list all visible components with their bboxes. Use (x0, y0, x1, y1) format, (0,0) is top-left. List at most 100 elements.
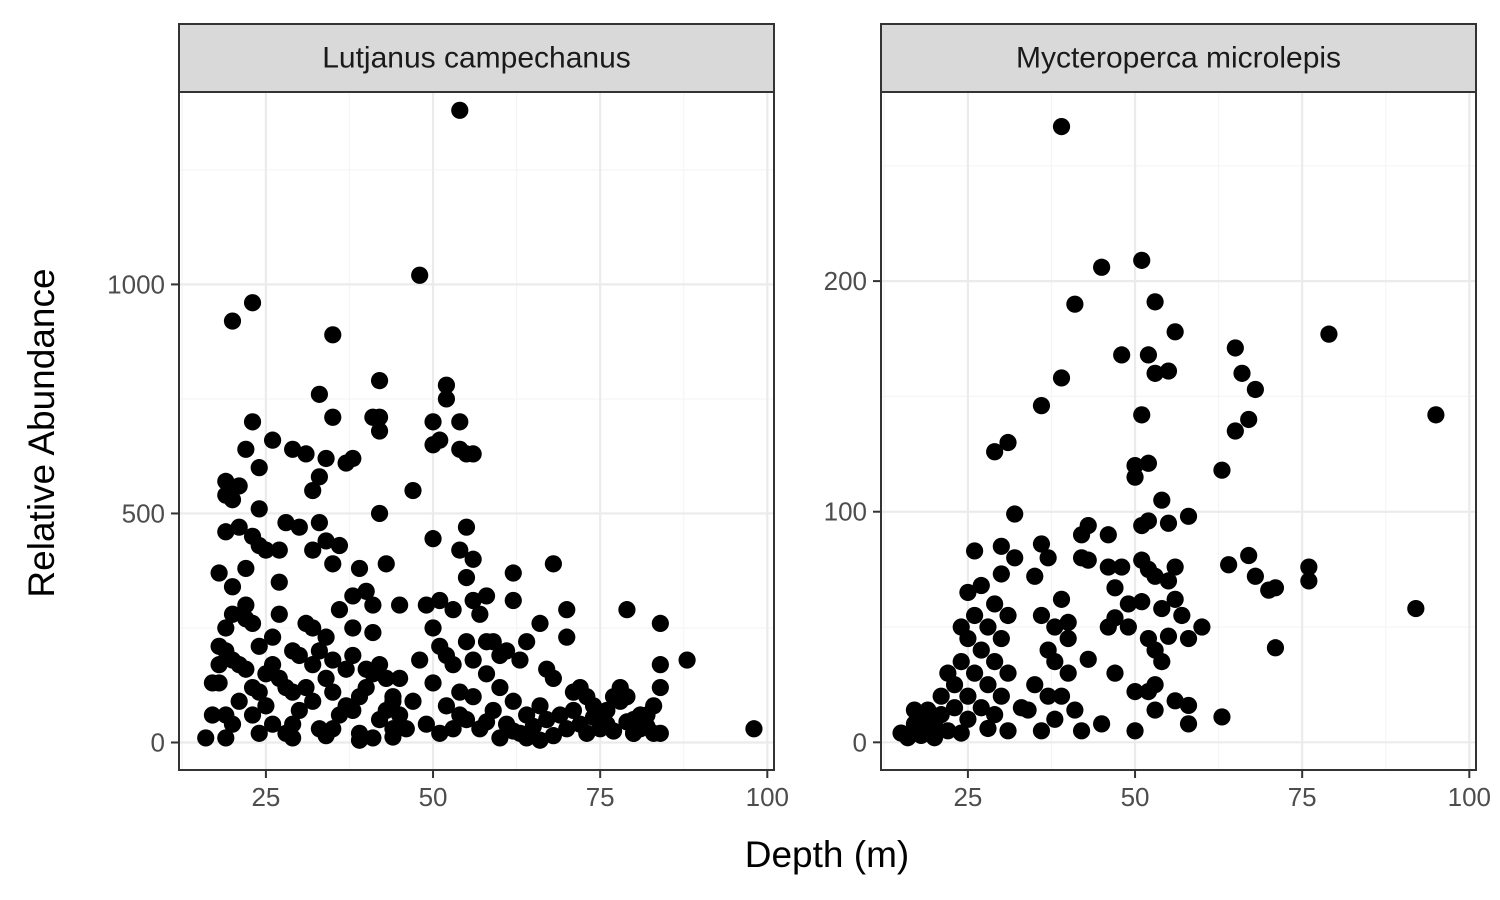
data-point (210, 656, 228, 674)
data-point (284, 683, 302, 701)
data-point (1220, 556, 1238, 574)
data-point (1213, 708, 1231, 726)
data-point (457, 568, 476, 587)
data-point (1179, 715, 1198, 733)
data-point (243, 294, 262, 312)
data-point (444, 601, 462, 619)
data-point (270, 605, 288, 623)
data-point (544, 669, 562, 687)
data-point (304, 481, 322, 500)
data-point (330, 601, 349, 619)
data-point (1059, 613, 1077, 632)
data-point (223, 312, 242, 330)
y-tick-label: 200 (824, 266, 867, 296)
data-point (484, 633, 502, 651)
data-point (1099, 526, 1117, 544)
data-point (1093, 715, 1111, 733)
data-point (1240, 410, 1258, 429)
x-tick-label: 25 (251, 782, 280, 812)
data-point (1052, 117, 1071, 136)
data-point (1059, 629, 1077, 648)
data-point (1032, 535, 1051, 553)
data-point (1266, 639, 1285, 657)
data-point (1019, 701, 1037, 719)
data-point (959, 710, 977, 728)
data-point (444, 720, 462, 738)
data-point (1133, 406, 1151, 424)
data-point (317, 669, 335, 687)
gridlines-right (881, 92, 1476, 770)
data-point (1193, 618, 1211, 636)
data-point (645, 697, 663, 715)
data-point (1146, 293, 1164, 311)
data-point (1106, 664, 1124, 682)
data-point (223, 491, 242, 509)
data-point (424, 674, 442, 692)
data-point (243, 413, 262, 431)
data-point (1046, 710, 1064, 728)
data-point (1146, 364, 1164, 382)
data-point (564, 701, 583, 720)
data-point (1119, 595, 1137, 613)
data-point (250, 459, 268, 477)
data-point (411, 651, 429, 669)
data-point (411, 266, 429, 284)
data-point (1079, 650, 1097, 668)
data-point (1126, 722, 1144, 740)
data-point (959, 583, 977, 602)
data-point (310, 514, 328, 532)
data-point (1126, 682, 1144, 701)
data-point (290, 701, 308, 720)
data-point (651, 678, 669, 697)
data-point (451, 413, 469, 431)
data-point (424, 530, 442, 548)
data-point (518, 729, 536, 747)
data-point (1032, 606, 1051, 625)
data-point (1026, 567, 1044, 585)
data-point (237, 596, 255, 614)
data-point (1139, 346, 1158, 364)
data-point (1159, 514, 1178, 532)
data-point (317, 727, 335, 745)
points-left (197, 101, 763, 749)
data-point (979, 676, 997, 694)
data-point (364, 596, 382, 614)
data-point (270, 541, 288, 559)
data-point (1173, 606, 1191, 625)
data-point (1059, 664, 1077, 682)
data-point (431, 591, 449, 610)
data-point (1266, 579, 1285, 597)
data-point (959, 629, 977, 648)
data-point (297, 445, 315, 463)
data-point (1139, 512, 1158, 530)
data-point (986, 706, 1004, 724)
data-point (404, 481, 422, 500)
y-tick-label: 0 (151, 728, 165, 758)
x-tick-label: 75 (586, 782, 615, 812)
data-point (992, 537, 1010, 555)
x-tick-label: 50 (1121, 782, 1150, 812)
data-point (284, 715, 302, 733)
data-point (263, 656, 282, 674)
data-point (384, 728, 402, 746)
data-point (437, 376, 456, 394)
data-point (263, 715, 282, 733)
data-point (237, 440, 255, 458)
data-point (919, 701, 937, 719)
data-point (324, 555, 342, 573)
data-point (992, 687, 1010, 705)
data-point (578, 724, 596, 742)
x-tick-label: 100 (1448, 782, 1491, 812)
data-point (1046, 618, 1064, 636)
data-point (364, 729, 382, 747)
y-axis-right: 0 100 200 (824, 266, 881, 757)
data-point (317, 628, 335, 646)
data-point (491, 678, 509, 697)
data-point (344, 701, 362, 720)
data-point (999, 722, 1017, 740)
data-point (304, 619, 322, 637)
data-point (370, 504, 389, 523)
data-point (417, 715, 435, 733)
x-tick-label: 25 (953, 782, 982, 812)
